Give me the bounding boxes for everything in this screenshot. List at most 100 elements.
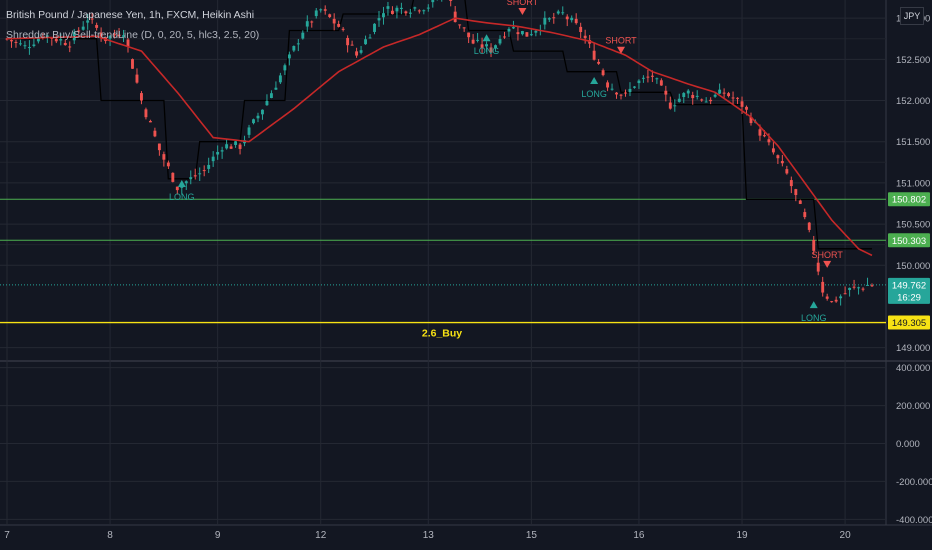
candle-body [798,200,802,204]
candle-body [682,93,686,98]
candle-body [498,39,502,44]
candle-body [346,37,350,46]
candle-body [579,26,583,33]
candle-body [866,284,869,286]
ema-line [6,17,873,257]
short-signal-label: SHORT [605,36,637,46]
candle-body [211,156,215,162]
time-tick-label: 9 [215,530,221,541]
osc-tick-label: 0.000 [896,439,920,450]
candle-body [633,86,636,88]
candle-body [261,109,264,115]
candle-body [606,82,610,88]
osc-tick-label: 400.000 [896,363,930,374]
candle-body [328,14,332,18]
osc-tick-label: -400.000 [896,515,932,526]
candle-body [341,28,345,30]
candle-body [547,18,551,20]
candle-body [144,109,148,118]
candle-body [467,32,471,38]
candle-body [292,46,296,51]
candle-body [570,17,574,21]
candle-body [408,12,412,14]
candle-body [220,150,224,152]
candle-body [426,7,430,9]
candle-body [758,129,762,136]
candle-body [184,181,188,184]
last-price-label: 149.762 [892,280,926,291]
candle-body [368,37,372,39]
candle-body [601,70,605,76]
candle-body [319,9,323,11]
candle-body [485,44,489,47]
candle-body [825,296,829,299]
candle-body [23,45,27,47]
candle-body [395,7,399,12]
candle-body [615,92,618,95]
price-tick-label: 152.500 [896,55,930,66]
candle-body [659,80,663,86]
time-axis[interactable]: 7 8 9 12 13 15 16 19 20 [4,530,851,541]
candle-body [780,161,784,164]
price-tick-label: 150.000 [896,261,930,272]
price-tag-box [888,315,930,330]
candle-body [175,186,179,191]
indicator-legend[interactable]: Shredder Buy/Sell-trendLine (D, 0, 20, 5… [6,29,260,41]
candle-body [789,180,793,187]
candle-body [390,10,394,15]
candle-body [695,95,699,97]
candle-body [736,97,739,99]
candle-body [32,44,36,46]
candle-body [45,35,49,38]
candle-body [776,155,780,159]
candle-body [296,43,300,45]
candle-body [628,88,632,93]
candle-body [727,93,731,97]
price-tag-label: 149.305 [892,318,926,329]
price-tag-label: 150.303 [892,236,926,247]
candle-body [314,10,318,17]
candle-body [646,76,650,78]
candle-body [848,287,852,291]
candle-body [162,154,166,160]
candle-body [122,35,125,37]
buy-zone-label: 2.6_Buy [422,328,462,340]
candle-body [95,25,99,28]
candle-body [265,100,269,106]
candle-body [449,0,453,1]
candle-body [561,12,565,14]
long-signal-arrow [590,77,599,85]
candle-body [462,27,466,29]
candle-body [238,144,242,149]
candle-body [843,293,847,295]
candle-body [332,18,336,24]
time-tick-label: 12 [315,530,327,541]
candle-body [14,41,18,43]
short-signal-arrow [617,46,626,54]
short-signal-arrow [518,8,527,16]
long-signal-label: LONG [801,313,827,323]
long-signal-label: LONG [581,89,607,99]
candle-body [310,21,314,23]
candle-body [745,106,748,110]
candle-body [59,39,63,41]
price-tag-box [888,192,930,207]
short-signal-label: SHORT [812,250,844,260]
currency-button[interactable]: JPY [900,7,924,25]
candle-body [140,93,143,101]
candle-body [574,18,578,24]
candle-body [216,151,220,155]
candle-body [677,98,681,102]
price-tick-label: 152.000 [896,96,930,107]
candle-body [870,285,874,287]
oscillator-axis[interactable]: 400.000 200.000 0.000 -200.000 -400.000 [896,363,932,526]
candle-body [830,301,834,303]
chart-title: British Pound / Japanese Yen, 1h, FXCM, … [6,9,255,21]
candle-body [619,94,623,96]
candle-body [77,30,81,32]
candle-body [525,32,529,37]
candle-body [489,47,493,53]
candle-body [355,51,359,56]
